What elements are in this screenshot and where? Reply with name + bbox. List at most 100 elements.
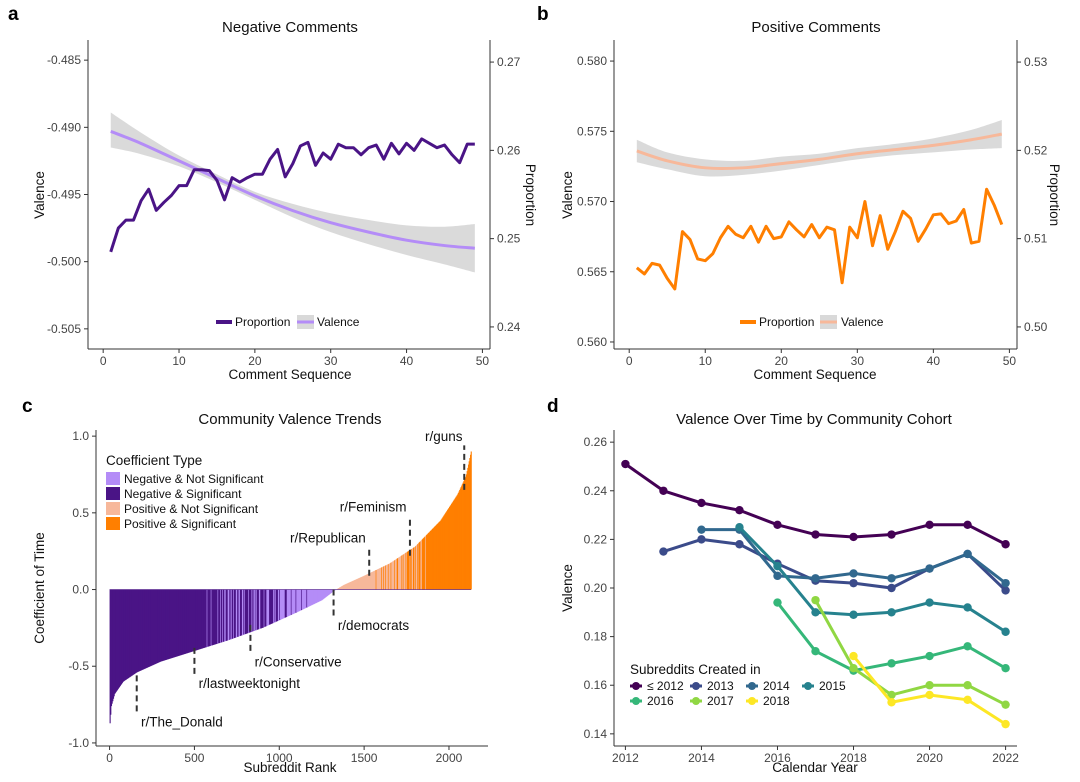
data-point xyxy=(773,571,782,581)
bar xyxy=(349,582,351,590)
bar xyxy=(299,589,301,611)
data-point xyxy=(1001,664,1010,673)
legend-swatch-point xyxy=(632,697,640,705)
bar xyxy=(375,570,377,590)
panel-d-legend: Subreddits Created in ≤ 2012 2013 2014 2015… xyxy=(630,662,846,708)
bar xyxy=(339,587,341,590)
bar xyxy=(317,589,319,603)
bar xyxy=(320,589,322,601)
legend-label: 2018 xyxy=(763,694,790,708)
bar xyxy=(109,589,111,724)
legend-swatch-pos-sig xyxy=(106,517,120,530)
bar xyxy=(199,589,201,650)
panel-c-title: Community Valence Trends xyxy=(198,411,381,428)
bar xyxy=(150,589,153,666)
bar xyxy=(201,589,203,649)
bar xyxy=(130,589,132,677)
bar xyxy=(239,589,242,636)
bar xyxy=(344,584,346,590)
x-tick-label: 50 xyxy=(1003,354,1017,368)
bar xyxy=(316,589,318,603)
bar xyxy=(231,589,233,639)
bar xyxy=(195,589,197,651)
bar xyxy=(206,589,208,647)
bar xyxy=(153,589,155,665)
data-point xyxy=(773,598,782,607)
bar xyxy=(126,589,128,680)
bar xyxy=(154,589,156,665)
data-point xyxy=(697,525,706,534)
legend-label: 2016 xyxy=(647,694,674,708)
bar xyxy=(458,491,460,590)
data-point xyxy=(773,520,782,529)
bar xyxy=(372,571,374,590)
bar xyxy=(210,589,212,646)
bar xyxy=(398,557,400,590)
bar xyxy=(348,582,350,590)
bar xyxy=(429,531,431,590)
bar xyxy=(117,589,119,689)
bar xyxy=(383,566,385,590)
bar xyxy=(331,589,333,593)
confidence-band-valence xyxy=(110,112,475,273)
annotation-label: r/Conservative xyxy=(255,655,342,670)
bar xyxy=(239,589,241,637)
bar xyxy=(256,589,258,630)
bar xyxy=(220,589,222,643)
bar xyxy=(165,589,168,660)
bar xyxy=(121,589,123,685)
bar xyxy=(247,589,249,634)
bar xyxy=(219,589,221,643)
bar xyxy=(195,589,197,651)
bar xyxy=(449,505,451,590)
data-point xyxy=(849,569,858,578)
bar xyxy=(111,589,113,704)
legend-label-proportion: Proportion xyxy=(235,315,290,329)
bar xyxy=(235,589,237,638)
bar xyxy=(127,589,129,679)
y-tick-label: -1.0 xyxy=(68,736,89,750)
bar xyxy=(448,506,451,590)
bar xyxy=(429,530,432,590)
bar xyxy=(233,589,235,639)
y-tick-label: -0.505 xyxy=(47,322,81,336)
bar xyxy=(350,581,352,590)
bar xyxy=(467,464,470,590)
y-tick-label: 0.565 xyxy=(577,265,607,279)
bar xyxy=(254,589,256,631)
data-point xyxy=(925,690,934,700)
bar xyxy=(422,538,424,590)
bar xyxy=(385,565,387,590)
bar xyxy=(470,454,472,590)
x-tick-label: 30 xyxy=(324,354,338,368)
bar xyxy=(457,494,459,590)
bar xyxy=(135,589,137,674)
bar xyxy=(312,589,314,605)
bar xyxy=(421,539,423,590)
legend-swatch-neg-ns xyxy=(106,472,120,485)
bar xyxy=(241,589,243,636)
y-tick-label: -0.500 xyxy=(47,255,81,269)
bar xyxy=(140,589,142,671)
bar xyxy=(382,566,384,590)
data-point xyxy=(697,498,706,508)
bar xyxy=(262,589,265,628)
bar xyxy=(286,589,288,617)
bar xyxy=(283,589,285,619)
bar xyxy=(393,560,396,590)
bar xyxy=(401,555,403,590)
panel-d-xlabel: Calendar Year xyxy=(772,760,858,775)
bar xyxy=(303,589,305,609)
data-point xyxy=(1001,578,1010,588)
bar xyxy=(360,577,362,590)
data-point xyxy=(811,647,820,656)
bar xyxy=(160,589,162,662)
bar xyxy=(379,568,381,590)
bar xyxy=(275,589,277,622)
bar xyxy=(210,589,212,646)
bar xyxy=(255,589,257,631)
y-tick-label: 0.580 xyxy=(577,54,607,68)
bar xyxy=(380,567,382,590)
panel-d-plot: 0.14 0.16 0.18 0.20 0.22 0.24 0.26 2012 2014 2016… xyxy=(584,430,1019,765)
bar xyxy=(443,515,445,590)
